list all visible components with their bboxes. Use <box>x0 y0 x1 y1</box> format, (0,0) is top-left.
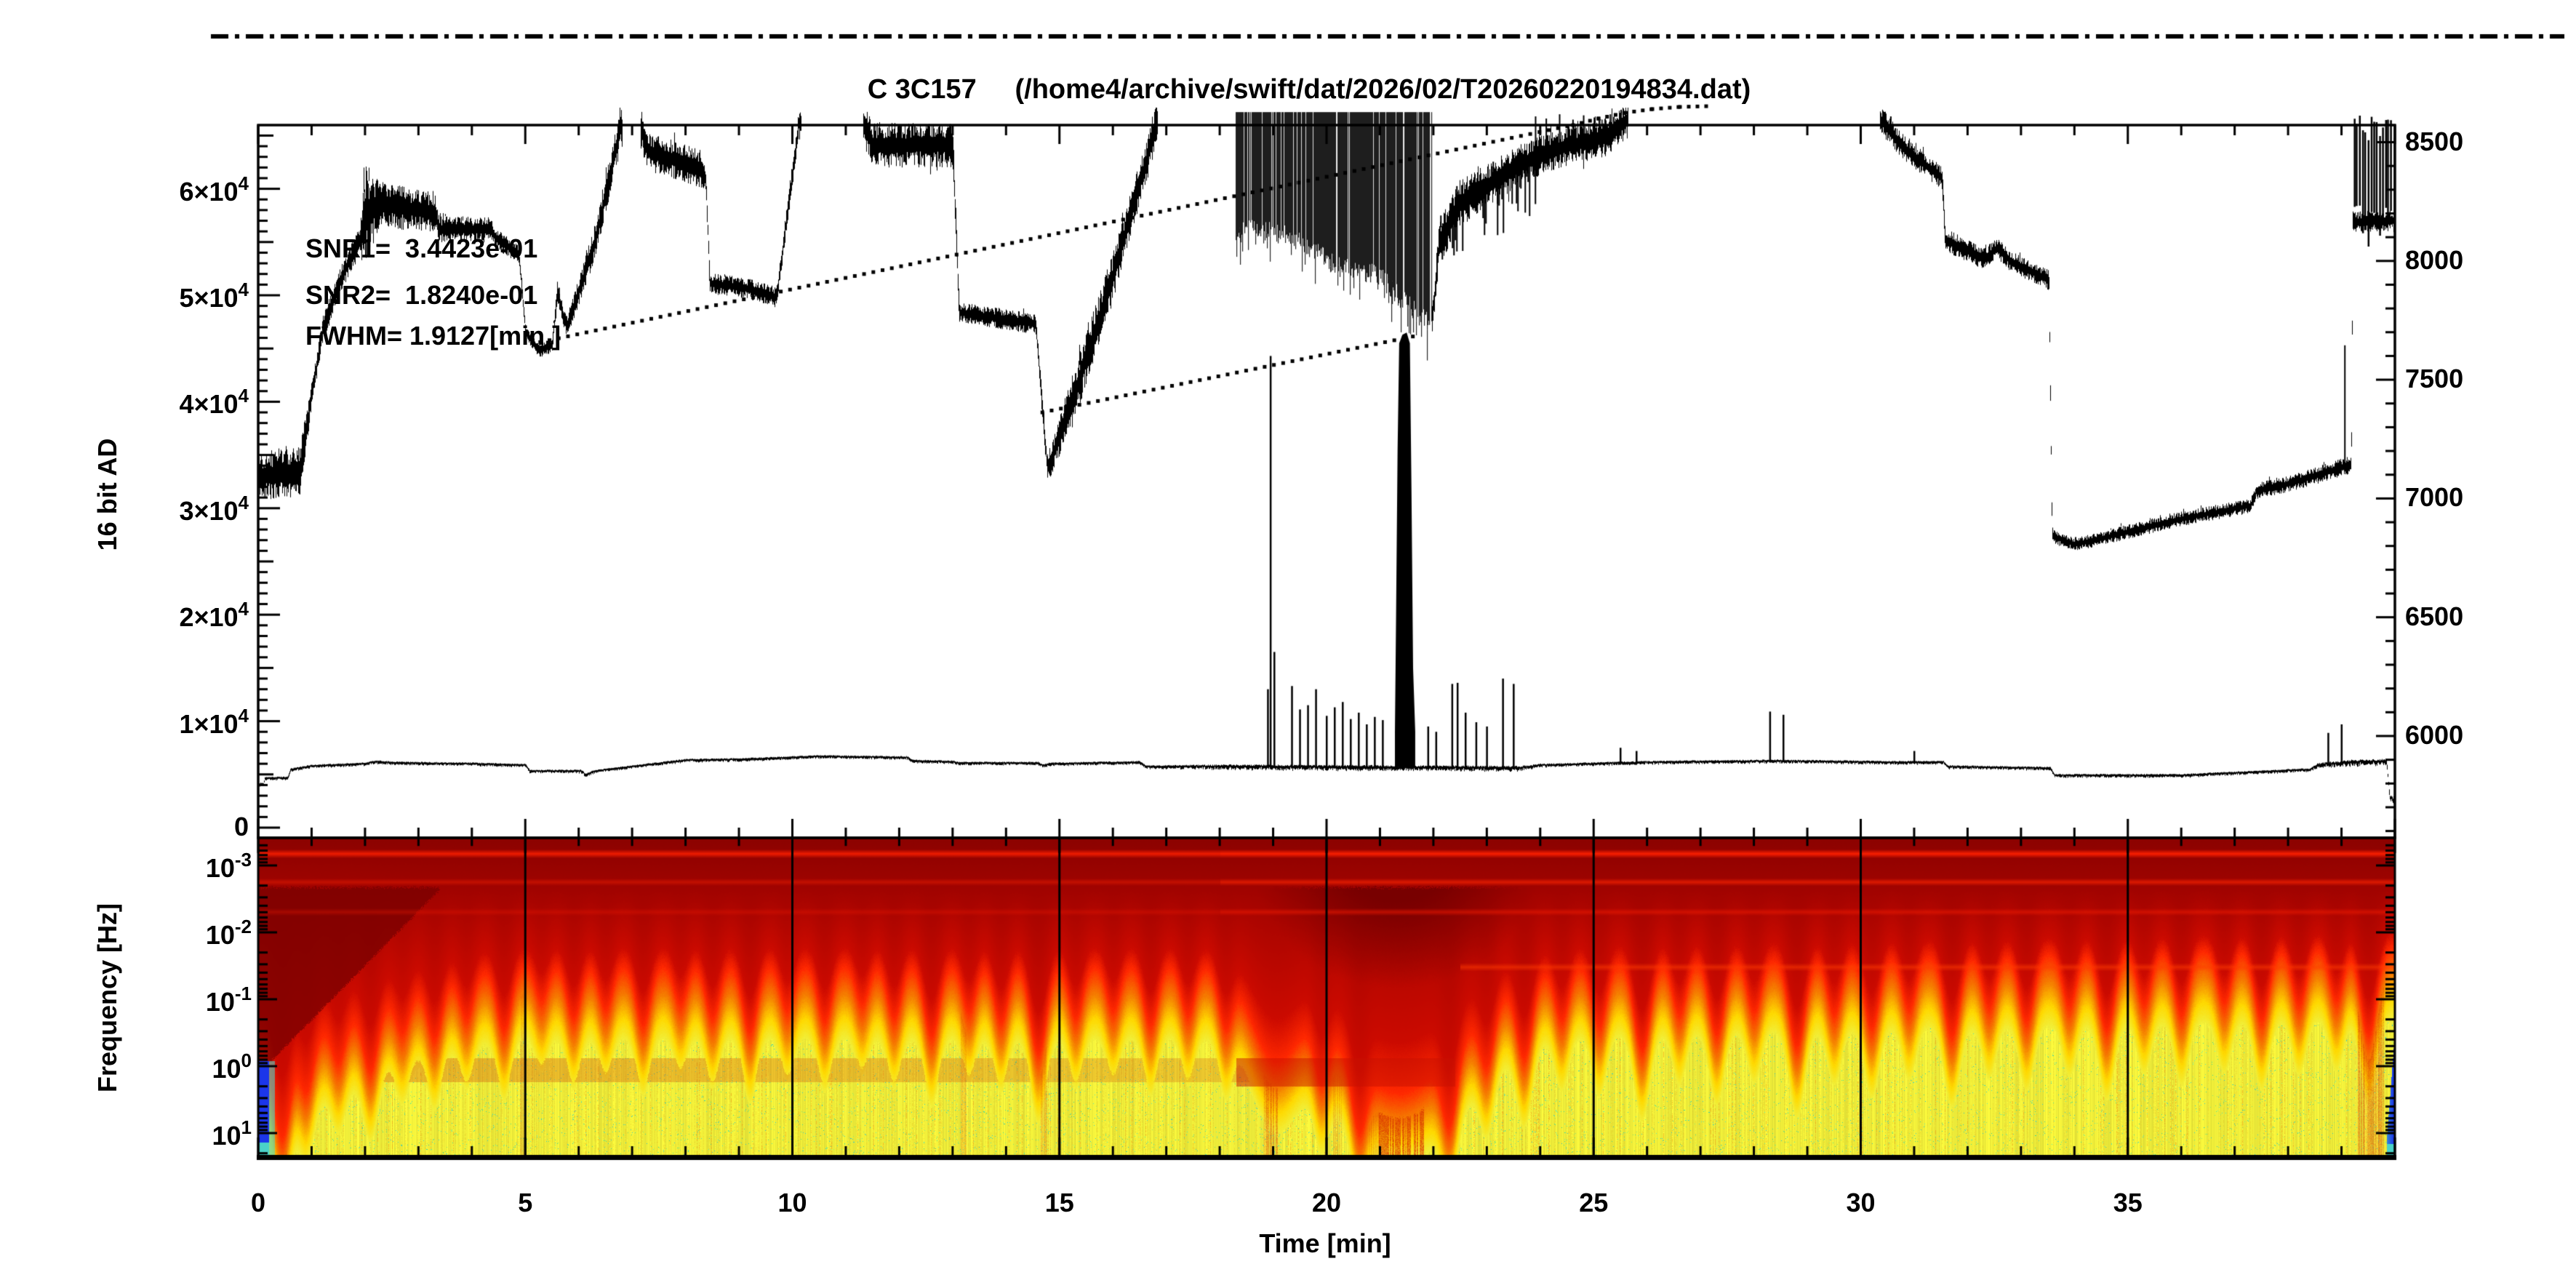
y-left-tick-label: 3×104 <box>179 491 249 526</box>
annotation-snr1: SNR1= 3.4423e-01 <box>305 233 538 263</box>
y-right-tick-label: 7000 <box>2405 482 2464 513</box>
y-left-tick-label: 5×104 <box>179 279 249 313</box>
x-tick-label: 10 <box>777 1188 807 1217</box>
frequency-tick-label: 10-3 <box>205 849 252 883</box>
y-left-tick-label: 1×104 <box>179 704 249 739</box>
y-left-tick-label: 6×104 <box>179 172 249 207</box>
y-left-tick-label: 4×104 <box>179 385 249 420</box>
frequency-tick-label: 100 <box>212 1049 252 1084</box>
y-left-tick-label: 0 <box>233 812 249 841</box>
x-tick-label: 30 <box>1846 1188 1876 1217</box>
frequency-tick-label: 101 <box>212 1116 252 1151</box>
y-right-tick-label: 8500 <box>2405 126 2464 156</box>
y-axis-label-frequency: Frequency [Hz] <box>92 903 122 1093</box>
y-right-tick-label: 8000 <box>2405 244 2464 275</box>
frequency-tick-label: 10-1 <box>205 983 252 1017</box>
annotation-snr2: SNR2= 1.8240e-01 <box>305 280 538 310</box>
x-tick-label: 25 <box>1579 1188 1609 1217</box>
x-axis-label: Time [min] <box>1259 1228 1391 1258</box>
y-axis-label-left: 16 bit AD <box>92 438 122 551</box>
y-right-tick-label: 6500 <box>2405 601 2464 631</box>
y-right-tick-label: 6000 <box>2405 720 2464 750</box>
plot-title: C 3C157 (/home4/archive/swift/dat/2026/0… <box>867 74 1751 105</box>
x-tick-label: 0 <box>250 1188 266 1217</box>
x-tick-label: 5 <box>518 1188 533 1217</box>
x-tick-label: 20 <box>1311 1188 1342 1217</box>
x-tick-label: 15 <box>1044 1188 1074 1217</box>
y-left-tick-label: 2×104 <box>179 598 249 633</box>
x-tick-label: 35 <box>2113 1188 2143 1217</box>
frequency-tick-label: 10-2 <box>205 916 252 950</box>
annotation-fwhm: FWHM= 1.9127[min.] <box>305 321 561 351</box>
y-right-tick-label: 7500 <box>2405 364 2464 394</box>
